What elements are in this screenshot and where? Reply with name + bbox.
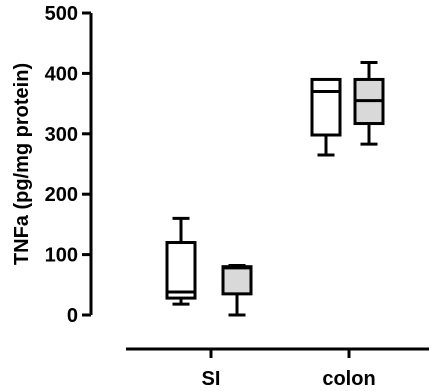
iqr-box: [221, 265, 253, 296]
y-axis-title: TNFa (pg/mg protein): [11, 63, 33, 265]
y-tick-label: 200: [45, 184, 78, 206]
y-axis: 0 100 200 300 400 500: [45, 3, 93, 327]
y-tick-label: 500: [45, 3, 78, 25]
iqr-box: [310, 77, 342, 137]
x-category-label: colon: [322, 368, 375, 390]
x-category-label: SI: [202, 368, 221, 390]
y-tick-label: 100: [45, 245, 78, 267]
x-axis: SI colon: [126, 347, 429, 390]
box-si-2: [221, 263, 253, 317]
y-tick-label: 0: [67, 305, 78, 327]
box-series: [165, 61, 385, 317]
x-ticks: SI colon: [202, 349, 376, 390]
y-ticks: 0 100 200 300 400 500: [45, 3, 91, 327]
y-tick-label: 400: [45, 63, 78, 85]
box-si-1: [165, 216, 197, 306]
y-tick-label: 300: [45, 124, 78, 146]
iqr-box: [165, 241, 197, 300]
box-colon-1: [310, 77, 342, 157]
box-colon-2: [353, 61, 385, 146]
